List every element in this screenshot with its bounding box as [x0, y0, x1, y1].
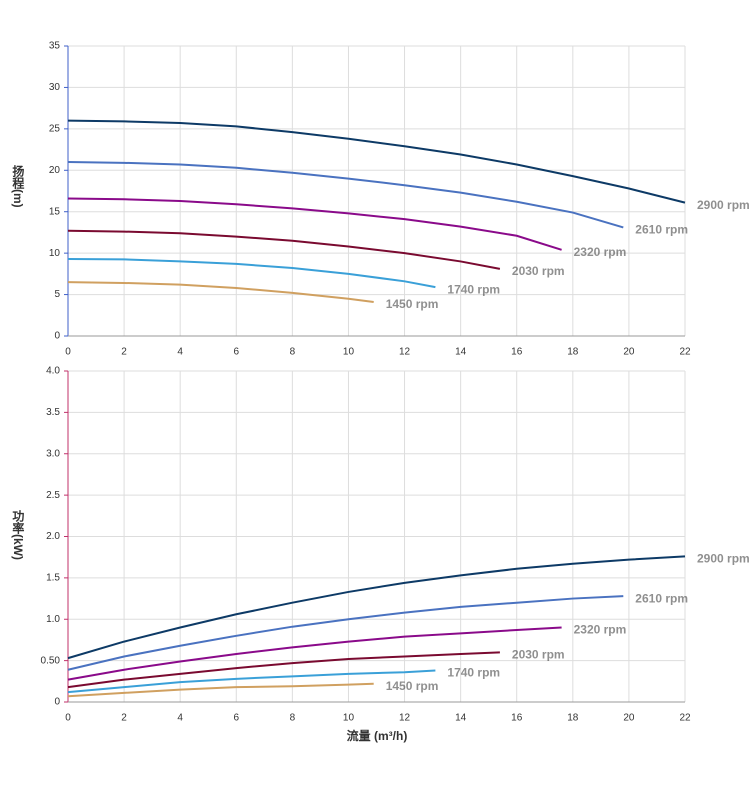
curve	[67, 651, 500, 689]
y-tick-label: 0	[54, 697, 60, 708]
x-tick-label: 20	[623, 713, 635, 724]
curve	[67, 197, 562, 251]
y-tick-label: 30	[49, 82, 61, 93]
series-label: 2610 rpm	[635, 223, 688, 237]
x-tick-label: 16	[511, 713, 523, 724]
x-tick-label: 10	[343, 713, 355, 724]
x-tick-label: 6	[233, 713, 239, 724]
series-label: 1450 rpm	[386, 679, 439, 693]
x-tick-label: 14	[455, 347, 467, 358]
series-label: 2900 rpm	[697, 552, 750, 566]
y-tick-label: 1.0	[46, 614, 60, 625]
curve	[67, 257, 436, 289]
series-label: 2320 rpm	[574, 245, 627, 259]
curve	[67, 555, 686, 660]
series-label: 2030 rpm	[512, 648, 565, 662]
x-axis-label: 流量 (m³/h)	[347, 728, 408, 743]
series-label: 1740 rpm	[447, 282, 500, 296]
x-tick-label: 0	[65, 347, 71, 358]
x-tick-label: 22	[679, 713, 691, 724]
x-tick-label: 12	[399, 713, 411, 724]
curve	[67, 119, 686, 204]
y-tick-label: 25	[49, 123, 61, 134]
series-label: 1450 rpm	[386, 297, 439, 311]
x-tick-label: 10	[343, 347, 355, 358]
x-tick-label: 18	[567, 347, 579, 358]
y-axis-label: 功率(kW)	[11, 509, 25, 560]
y-tick-label: 3.5	[46, 407, 60, 418]
x-tick-label: 6	[233, 347, 239, 358]
y-tick-label: 2.5	[46, 490, 60, 501]
y-tick-label: 10	[49, 248, 61, 259]
y-tick-label: 0	[54, 331, 60, 342]
y-tick-label: 2.0	[46, 531, 60, 542]
x-tick-label: 12	[399, 347, 411, 358]
curve	[67, 595, 624, 671]
series-label: 2030 rpm	[512, 264, 565, 278]
curve	[67, 161, 624, 229]
x-tick-label: 0	[65, 713, 71, 724]
y-tick-label: 3.0	[46, 448, 60, 459]
y-axis-label: 扬程(m)	[11, 164, 25, 208]
y-tick-label: 5	[54, 289, 60, 300]
x-tick-label: 2	[121, 347, 127, 358]
x-tick-label: 8	[290, 347, 296, 358]
y-tick-label: 1.5	[46, 573, 60, 584]
series-label: 1740 rpm	[447, 666, 500, 680]
x-tick-label: 4	[177, 347, 183, 358]
y-tick-label: 15	[49, 206, 61, 217]
curve	[67, 229, 501, 270]
series-label: 2610 rpm	[635, 591, 688, 605]
x-tick-label: 20	[623, 347, 635, 358]
y-tick-label: 20	[49, 165, 61, 176]
x-tick-label: 16	[511, 347, 523, 358]
x-tick-label: 22	[679, 347, 691, 358]
x-tick-label: 14	[455, 713, 467, 724]
y-tick-label: 4.0	[46, 366, 60, 377]
curve	[67, 281, 374, 304]
x-tick-label: 8	[290, 713, 296, 724]
series-label: 2320 rpm	[574, 623, 627, 637]
x-tick-label: 18	[567, 713, 579, 724]
y-tick-label: 0.50	[41, 655, 61, 666]
curve	[67, 669, 436, 694]
x-tick-label: 2	[121, 713, 127, 724]
x-tick-label: 4	[177, 713, 183, 724]
y-tick-label: 35	[49, 41, 61, 52]
curve	[67, 682, 374, 698]
series-label: 2900 rpm	[697, 198, 750, 212]
curve	[67, 626, 562, 681]
